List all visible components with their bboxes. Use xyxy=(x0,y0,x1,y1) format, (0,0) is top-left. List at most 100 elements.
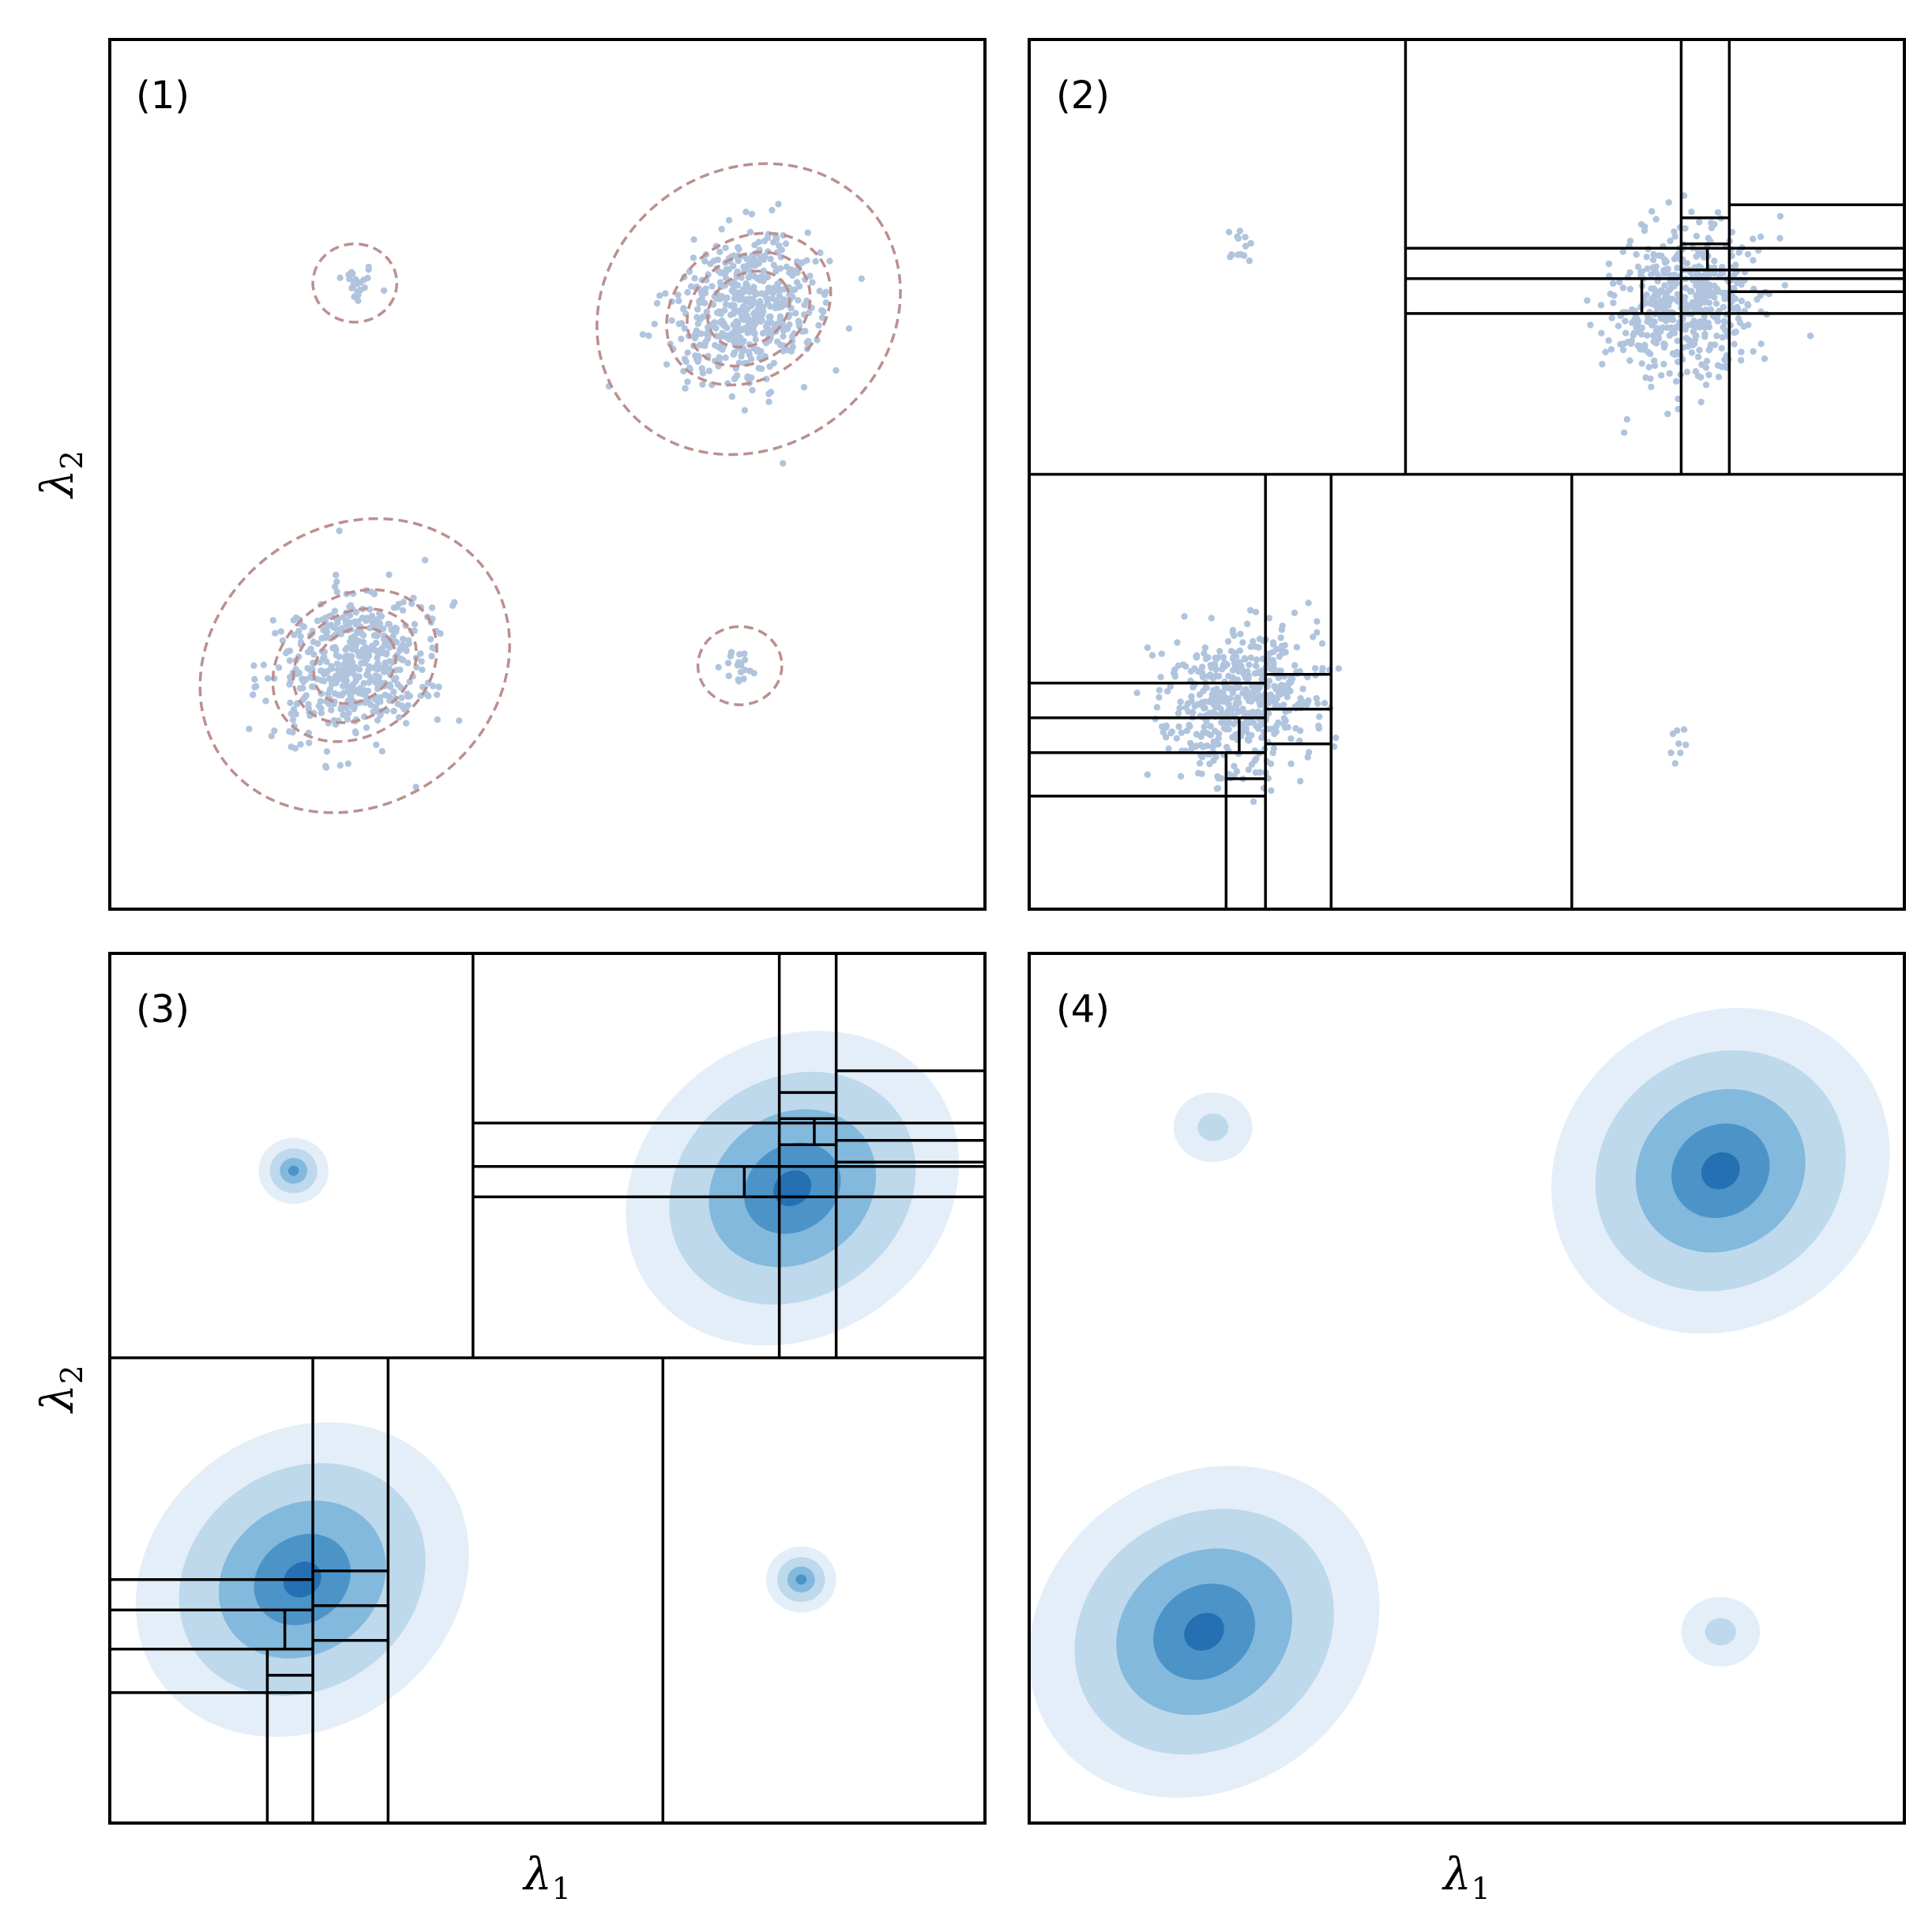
scatter-point xyxy=(833,367,840,374)
scatter-point xyxy=(1235,699,1242,707)
scatter-point xyxy=(286,657,294,664)
scatter-point xyxy=(344,716,351,723)
scatter-point xyxy=(1292,725,1299,732)
scatter-point xyxy=(738,661,745,669)
scatter-point xyxy=(730,284,738,291)
scatter-point xyxy=(1213,686,1220,693)
scatter-point xyxy=(335,691,342,699)
scatter-point xyxy=(417,650,424,657)
scatter-point xyxy=(1153,704,1161,711)
scatter-point xyxy=(1667,279,1675,287)
scatter-point xyxy=(286,681,293,688)
scatter-point xyxy=(1199,673,1207,681)
scatter-point xyxy=(1638,268,1646,275)
scatter-point xyxy=(682,358,690,366)
scatter-point xyxy=(363,647,370,655)
scatter-point xyxy=(367,701,374,709)
panel-2-data xyxy=(1029,39,1904,909)
scatter-point xyxy=(1312,664,1319,672)
scatter-point xyxy=(1721,318,1728,326)
scatter-point xyxy=(1144,644,1152,652)
scatter-point xyxy=(1671,329,1678,336)
scatter-point xyxy=(1255,697,1263,705)
scatter-point xyxy=(1657,287,1664,295)
scatter-point xyxy=(1160,728,1167,736)
scatter-point xyxy=(737,668,745,676)
scatter-point xyxy=(709,283,716,290)
scatter-point xyxy=(1175,709,1182,717)
scatter-point xyxy=(1198,699,1205,706)
scatter-point xyxy=(342,681,349,688)
scatter-point xyxy=(1731,295,1738,303)
scatter-point xyxy=(1240,252,1248,259)
scatter-point xyxy=(1658,372,1665,379)
scatter-point xyxy=(360,679,367,687)
scatter-point xyxy=(770,359,778,367)
scatter-point xyxy=(782,240,790,247)
scatter-point xyxy=(1607,290,1614,298)
scatter-point xyxy=(818,306,825,314)
scatter-point xyxy=(1220,653,1227,661)
scatter-point xyxy=(1310,633,1317,641)
scatter-point xyxy=(309,665,316,672)
scatter-point xyxy=(363,671,370,679)
scatter-point xyxy=(731,295,739,303)
scatter-point xyxy=(456,717,463,724)
scatter-point xyxy=(336,274,344,281)
scatter-point xyxy=(1212,666,1220,673)
scatter-point xyxy=(1620,340,1628,348)
scatter-point xyxy=(1616,279,1623,286)
scatter-point xyxy=(713,309,721,317)
scatter-point xyxy=(1253,663,1260,670)
scatter-point xyxy=(304,648,312,656)
scatter-point xyxy=(373,741,380,749)
scatter-point xyxy=(435,683,442,690)
scatter-point xyxy=(1614,322,1622,329)
scatter-point xyxy=(1720,303,1727,311)
panel-1-frame xyxy=(108,38,987,911)
scatter-point xyxy=(738,352,745,360)
scatter-point xyxy=(795,318,802,325)
scatter-point xyxy=(289,728,296,736)
scatter-point xyxy=(775,303,783,310)
scatter-point xyxy=(822,288,830,295)
scatter-point xyxy=(1227,251,1235,258)
scatter-point xyxy=(822,299,830,306)
scatter-point xyxy=(291,631,298,638)
scatter-point xyxy=(780,333,787,340)
scatter-point xyxy=(668,317,675,324)
scatter-point xyxy=(1253,755,1260,762)
scatter-point xyxy=(735,244,742,251)
scatter-point xyxy=(724,660,732,667)
scatter-point xyxy=(1663,292,1671,299)
scatter-point xyxy=(1706,345,1713,352)
scatter-point xyxy=(845,325,853,333)
scatter-point xyxy=(428,604,436,611)
scatter-point xyxy=(1652,340,1660,347)
scatter-point xyxy=(716,279,724,286)
scatter-point xyxy=(1697,278,1704,285)
scatter-point xyxy=(796,283,803,290)
scatter-point xyxy=(1669,350,1677,357)
scatter-point xyxy=(1201,650,1208,657)
scatter-point xyxy=(725,216,733,224)
scatter-point xyxy=(271,727,278,735)
panel-1-scatter: (1) xyxy=(108,38,987,911)
scatter-point xyxy=(1318,640,1326,647)
scatter-point xyxy=(731,278,738,285)
scatter-point xyxy=(1695,320,1702,328)
scatter-point xyxy=(1702,382,1710,389)
scatter-point xyxy=(1236,227,1244,235)
scatter-point xyxy=(1254,709,1261,717)
scatter-point xyxy=(1225,672,1232,679)
scatter-point xyxy=(1246,731,1253,739)
scatter-point xyxy=(1248,761,1256,768)
scatter-point xyxy=(1234,676,1242,683)
scatter-point xyxy=(1316,713,1323,720)
scatter-point xyxy=(333,660,341,667)
panel-4-data xyxy=(1029,1008,1890,1798)
scatter-point xyxy=(1313,694,1321,702)
scatter-point xyxy=(728,393,735,400)
scatter-point xyxy=(718,292,726,300)
density-contour xyxy=(696,625,784,707)
